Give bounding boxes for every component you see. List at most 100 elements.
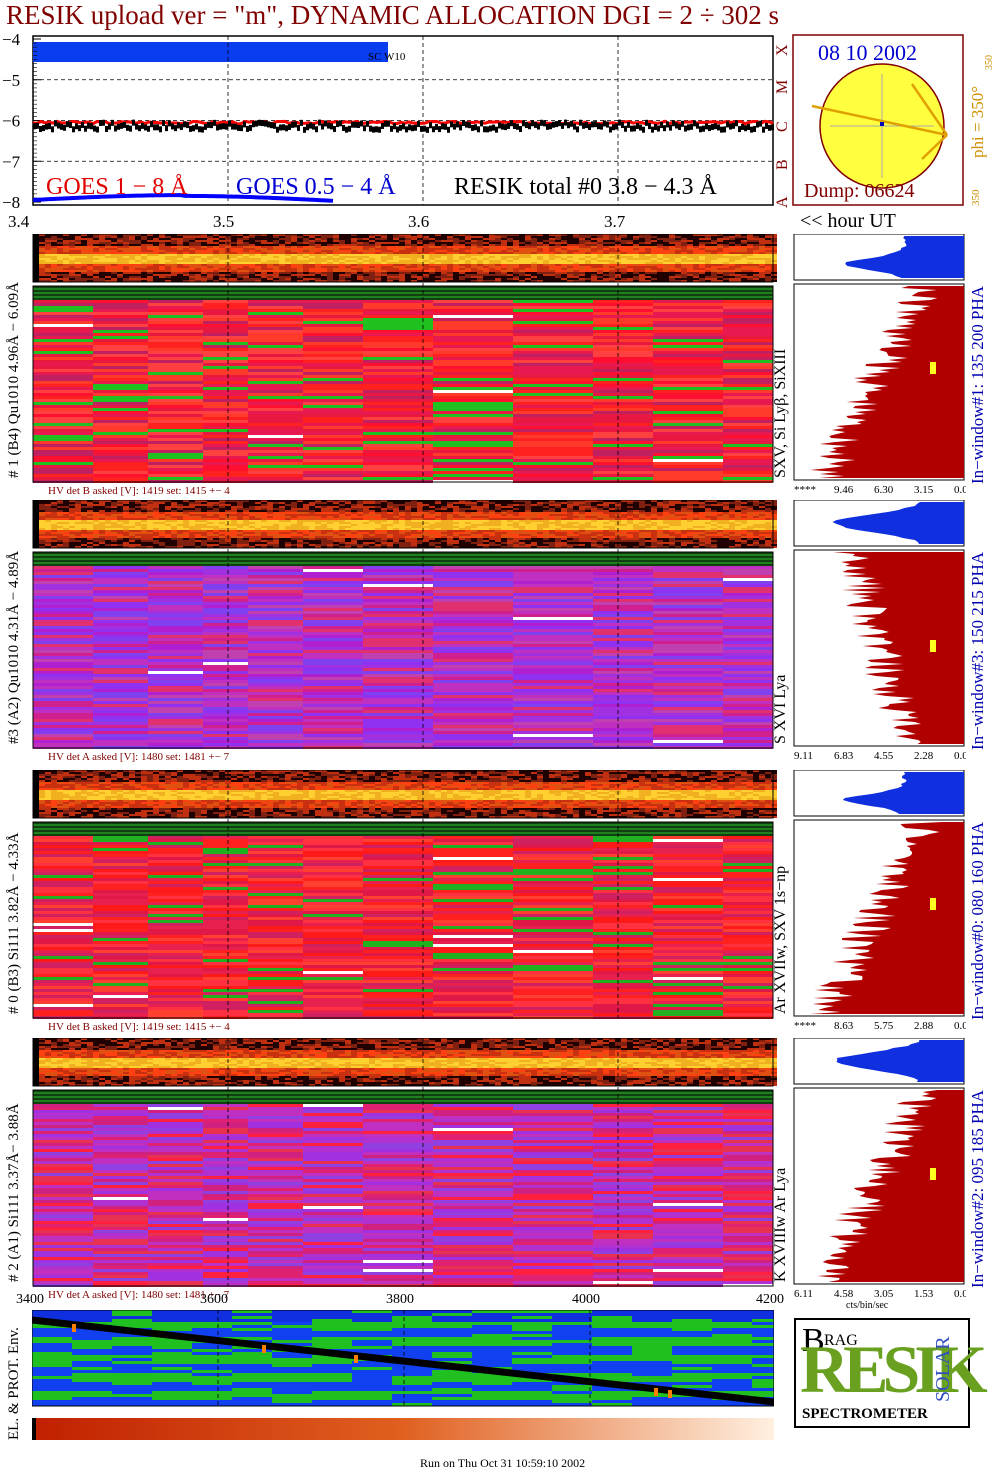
time-tick: 3.4 (8, 212, 30, 231)
red-histogram (810, 822, 964, 1014)
logo-caption: SPECTROMETER (802, 1406, 928, 1422)
side-tick: **** (794, 484, 816, 496)
goes-ytick: −6 (2, 112, 20, 131)
window-label: In−window#3: 150 215 PHA (968, 551, 987, 750)
line-label: SXV, Si Lyβ, SiXIII (772, 348, 789, 478)
class-b: B (774, 159, 791, 170)
page-title: RESIK upload ver = "m", DYNAMIC ALLOCATI… (6, 0, 780, 30)
env-marker (668, 1390, 672, 1398)
side-tick: 2.88 (914, 1020, 934, 1032)
sun-dump: Dump: 06624 (804, 180, 915, 202)
env-trend-line (31, 1316, 775, 1406)
side-tick: 0.00 (954, 484, 966, 496)
side-xlabel: cts/bin/sec (846, 1300, 889, 1311)
window-label: In−window#2: 095 185 PHA (968, 1089, 987, 1288)
phi-small: 350 (984, 55, 995, 70)
goes-chart: SC W10 −4 −5 −6 −7 −8 (2, 30, 774, 212)
red-histogram (833, 552, 964, 744)
window-label: In−window#1: 135 200 PHA (968, 285, 987, 484)
side-tick: 6.83 (834, 750, 854, 762)
blue-histogram (845, 236, 964, 278)
resik-logo: B RAG RESIK SOLAR SPECTROMETER (794, 1318, 988, 1428)
env-tick: 3600 (200, 1292, 228, 1307)
red-histogram (817, 1090, 964, 1282)
logo-rag: RAG (824, 1332, 858, 1349)
flag-bar (33, 42, 388, 62)
goes-ytick: −7 (2, 152, 21, 171)
detector-spectrum-chart: HV det A asked [V]: 1480 set: 1481 +− 7 (32, 1038, 777, 1300)
time-tick: 3.7 (604, 212, 626, 231)
phi-label: phi = 350° (968, 85, 987, 158)
time-tick: 3.5 (213, 212, 235, 231)
env-axis: 3400 3600 3800 4000 4200 (0, 1292, 790, 1312)
detector-panel: HV det A asked [V]: 1480 set: 1481 +− 7 6… (0, 1038, 1004, 1311)
detector-ylabel: # 1 (B4) Qu1010 4.96Å − 6.09Å (6, 282, 22, 478)
side-histogram: **** 9.46 6.30 3.15 0.00 (793, 234, 966, 496)
detector-panel: HV det B asked [V]: 1419 set: 1415 +− 4 *… (0, 234, 1004, 496)
side-histogram: 6.11 4.58 3.05 1.53 0.00 (793, 1038, 966, 1300)
env-marker (72, 1324, 76, 1332)
side-tick: 4.58 (834, 1288, 854, 1300)
detector-ylabel: #3 (A2) Qu1010 4.31Å − 4.89Å (6, 550, 22, 744)
side-tick: 9.46 (834, 484, 854, 496)
line-label: K XVIIIw Ar Lya (772, 1167, 789, 1282)
sun-panel: 08 10 2002 Dump: 06624 (792, 34, 964, 206)
side-tick: 1.53 (914, 1288, 934, 1300)
env-tick: 3800 (386, 1292, 414, 1307)
detector-spectrum-chart: HV det B asked [V]: 1419 set: 1415 +− 4 (32, 770, 777, 1032)
detector-panel: HV det B asked [V]: 1419 set: 1415 +− 4 *… (0, 770, 1004, 1032)
side-tick: **** (794, 1020, 816, 1032)
env-panel (31, 1309, 792, 1440)
side-tick: 2.28 (914, 750, 934, 762)
env-marker (262, 1345, 266, 1353)
phi-line (811, 104, 948, 137)
detector-spectrum-chart: HV det A asked [V]: 1480 set: 1481 +− 7 (32, 500, 777, 762)
side-tick: 4.55 (874, 750, 894, 762)
env-tick: 3400 (16, 1292, 44, 1307)
class-x: X (774, 44, 791, 56)
time-tick: 3.6 (408, 212, 430, 231)
peak-marker (930, 362, 936, 374)
hour-ut-label: << hour UT (800, 210, 896, 232)
side-tick: 0.00 (954, 750, 966, 762)
env-marker (354, 1355, 358, 1363)
side-tick: 0.00 (954, 1020, 966, 1032)
blue-histogram (836, 1040, 964, 1082)
legend-goes18: GOES 1 − 8 Å (46, 174, 188, 200)
class-letters: X M C B A (772, 34, 794, 214)
hv-text: HV det A asked [V]: 1480 set: 1481 +− 7 (48, 1289, 230, 1300)
side-tick: 8.63 (834, 1020, 854, 1032)
hv-text: HV det B asked [V]: 1419 set: 1415 +− 4 (48, 485, 230, 496)
hv-text: HV det A asked [V]: 1480 set: 1481 +− 7 (48, 751, 230, 762)
blue-histogram (832, 502, 964, 544)
logo-resik: RESIK (800, 1331, 988, 1407)
env-tick: 4200 (756, 1292, 784, 1307)
side-histogram: 9.11 6.83 4.55 2.28 0.00 (793, 500, 966, 762)
side-tick: 3.15 (914, 484, 934, 496)
hv-text: HV det B asked [V]: 1419 set: 1415 +− 4 (48, 1021, 230, 1032)
logo-b: B (802, 1322, 825, 1359)
run-footer: Run on Thu Oct 31 10:59:10 2002 (420, 1456, 586, 1470)
goes-panel: SC W10 −4 −5 −6 −7 −8 GOES 1 − 8 Å GOES 0.5 … (0, 30, 791, 212)
sun-disc-chart (792, 34, 964, 206)
peak-marker (930, 898, 936, 910)
env-ylabel: EL. & PROT. Env. (6, 1327, 22, 1440)
side-tick: 6.30 (874, 484, 894, 496)
red-histogram (810, 286, 964, 478)
side-histogram: **** 8.63 5.75 2.88 0.00 (793, 770, 966, 1032)
detector-panel: HV det A asked [V]: 1480 set: 1481 +− 7 9… (0, 500, 1004, 762)
line-label: Ar XVIIw, SXV 1s−np (772, 865, 789, 1014)
side-tick: 5.75 (874, 1020, 894, 1032)
detector-ylabel: # 0 (B3) Si111 3.82Å − 4.33Å (6, 832, 22, 1014)
goes-ytick: −8 (2, 193, 20, 210)
class-c: C (774, 121, 791, 132)
peak-marker (930, 640, 936, 652)
class-m: M (774, 79, 791, 94)
env-marker (654, 1388, 658, 1396)
line-label: S XVI Lya (772, 674, 789, 744)
detector-ylabel: # 2 (A1) Si111 3.37Å− 3.88Å (6, 1103, 22, 1282)
phi-bottom: 350 (970, 189, 982, 207)
detector-spectrum-chart: HV det B asked [V]: 1419 set: 1415 +− 4 (32, 234, 777, 496)
side-tick: 9.11 (794, 750, 813, 762)
time-axis: 3.4 3.5 3.6 3.7 (0, 210, 790, 236)
